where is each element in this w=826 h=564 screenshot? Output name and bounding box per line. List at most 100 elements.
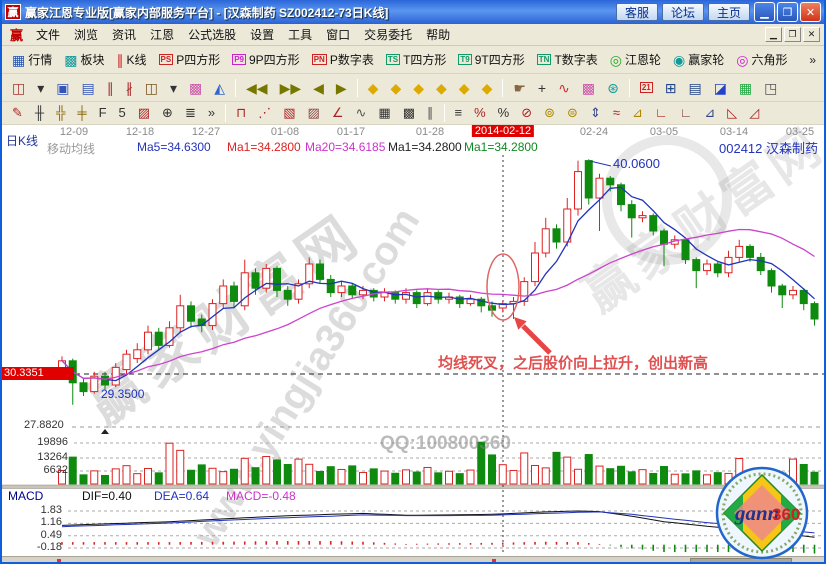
titlebar-button-3[interactable]: 主页 <box>707 3 750 21</box>
first-screen-button[interactable]: ◀◀ <box>241 78 273 98</box>
menu-item[interactable]: 江恩 <box>150 28 175 42</box>
crosshair-button[interactable]: + <box>533 78 551 98</box>
seal-button[interactable]: ▩ <box>184 78 207 98</box>
titlebar-button-2[interactable]: 论坛 <box>661 3 704 21</box>
save-button[interactable]: ◪ <box>709 78 732 98</box>
kline-button[interactable]: ∥ K线 <box>112 48 152 71</box>
stamp-button[interactable]: ▩ <box>577 78 600 98</box>
wave-band-tool[interactable]: ≈ <box>608 103 625 123</box>
percent-line-tool[interactable]: ⊘ <box>516 103 537 123</box>
p-square-button[interactable]: PS P四方形 <box>154 48 226 71</box>
expand-v-button[interactable]: ◆ <box>454 78 475 98</box>
bars3-button[interactable]: ∥ <box>102 78 119 98</box>
compress-h-button[interactable]: ◆ <box>431 78 452 98</box>
width-dropdown[interactable]: ▾ <box>165 78 182 98</box>
menu-item[interactable]: 公式选股 <box>188 28 237 42</box>
gold-line-tool[interactable]: ⊜ <box>562 103 583 123</box>
menu-item[interactable]: 交易委托 <box>364 28 413 42</box>
gann-wheel-button[interactable]: ◎ 江恩轮 <box>605 48 666 71</box>
candle-width-button[interactable]: ◫ <box>140 78 163 98</box>
last-screen-button[interactable]: ▶▶ <box>275 78 307 98</box>
screen-button[interactable]: ◳ <box>759 78 782 98</box>
percent-tool[interactable]: % <box>493 103 515 123</box>
menu-item[interactable]: 工具 <box>288 28 313 42</box>
quotes-button[interactable]: ▦ 行情 <box>7 48 57 71</box>
window-layout-button[interactable]: ▣ <box>51 78 74 98</box>
next-bar-button[interactable]: ▶ <box>331 78 352 98</box>
f-grid-tool[interactable]: F <box>94 103 112 123</box>
calculator-button[interactable]: ⊞ <box>660 78 682 98</box>
gold-circle-tool[interactable]: ⊚ <box>539 103 560 123</box>
angle-tool[interactable]: ∠ <box>327 103 349 123</box>
report-button[interactable]: ▤ <box>683 78 706 98</box>
price-ruler-tool[interactable]: ≡ <box>450 103 468 123</box>
close-button[interactable]: ✕ <box>800 2 821 22</box>
calendar-button[interactable]: 21 <box>635 79 658 96</box>
maximize-button[interactable]: ❐ <box>777 2 798 22</box>
knot-button[interactable]: ⊛ <box>602 78 624 98</box>
zoom-out-button[interactable]: ◆ <box>363 78 384 98</box>
p-table-button[interactable]: PN P数字表 <box>307 48 379 71</box>
wave-tool[interactable]: ∿ <box>351 103 372 123</box>
si-line-tool[interactable]: ◿ <box>744 103 764 123</box>
zoom-in-button[interactable]: ◆ <box>385 78 406 98</box>
expand-h-button[interactable]: ◆ <box>408 78 429 98</box>
t-table-button[interactable]: TN T数字表 <box>532 48 603 71</box>
ninet-square-button[interactable]: T9 9T四方形 <box>453 48 529 71</box>
chart-export-button[interactable]: ▦ <box>734 78 757 98</box>
grid-dense-tool[interactable]: ▩ <box>398 103 420 123</box>
gann-fan-tool[interactable]: ⋰ <box>253 103 276 123</box>
five-grid-tool[interactable]: 5 <box>114 103 131 123</box>
percent-retrace-tool[interactable]: % <box>469 103 491 123</box>
slash-tool[interactable]: ∥ <box>422 103 439 123</box>
gann-box2-tool[interactable]: ▨ <box>303 103 325 123</box>
gold-grid2-tool[interactable]: ╪ <box>72 103 91 123</box>
mdi-restore-button[interactable]: ❐ <box>784 27 801 42</box>
toolbar-overflow-chevron[interactable]: » <box>809 52 816 67</box>
menu-item[interactable]: 浏览 <box>74 28 99 42</box>
grid-tool[interactable]: ╫ <box>30 103 49 123</box>
winner-wheel-button[interactable]: ◉ 赢家轮 <box>668 48 729 71</box>
bars9-button[interactable]: ∦ <box>121 78 138 98</box>
prev-bar-button[interactable]: ◀ <box>308 78 329 98</box>
polyline-button[interactable]: ∿ <box>553 78 575 98</box>
ninep-square-button[interactable]: P9 9P四方形 <box>227 48 304 71</box>
more-tools[interactable]: » <box>203 103 220 123</box>
sectors-button[interactable]: ▩ 板块 <box>59 48 109 71</box>
chart-scrollbar[interactable] <box>2 556 824 562</box>
menu-item[interactable]: 窗口 <box>326 28 351 42</box>
drag-hand-button[interactable]: ☛ <box>508 78 531 98</box>
scrollbar-thumb[interactable] <box>690 558 792 562</box>
menu-item[interactable]: 帮助 <box>426 28 451 42</box>
zhuang-line-tool[interactable]: ◺ <box>722 103 742 123</box>
mdi-minimize-button[interactable]: ▁ <box>765 27 782 42</box>
compress-v-button[interactable]: ◆ <box>477 78 498 98</box>
f-line-tool[interactable]: ∟ <box>675 103 698 123</box>
gann-box-tool[interactable]: ▧ <box>278 103 300 123</box>
gold-angle-tool[interactable]: ⊿ <box>627 103 648 123</box>
gold-vertical-tool[interactable]: ⇕ <box>585 103 606 123</box>
gold-grid-tool[interactable]: ╬ <box>51 103 70 123</box>
quote-list-button[interactable]: ▤ <box>77 78 100 98</box>
brush-tool[interactable]: ✎ <box>7 103 28 123</box>
grid-black-tool[interactable]: ▦ <box>373 103 395 123</box>
titlebar-button-1[interactable]: 客服 <box>615 3 658 21</box>
style-dropdown[interactable]: ▾ <box>32 78 49 98</box>
circle-grid-tool[interactable]: ⊕ <box>157 103 178 123</box>
line-grid-tool[interactable]: ≣ <box>180 103 201 123</box>
gann-marker-tool[interactable]: ⊓ <box>231 103 251 123</box>
menu-item[interactable]: 资讯 <box>112 28 137 42</box>
menu-item[interactable]: 文件 <box>36 28 61 42</box>
kline-style-button[interactable]: ◫ <box>7 78 30 98</box>
kline-chart[interactable] <box>2 125 824 556</box>
seal-tool[interactable]: ▨ <box>133 103 155 123</box>
t-square-button[interactable]: TS T四方形 <box>381 48 452 71</box>
hexagon-button[interactable]: ◎ 六角形 <box>731 48 792 71</box>
step-line-tool[interactable]: ⊿ <box>699 103 720 123</box>
minimize-button[interactable]: ▁ <box>754 2 775 22</box>
j-line-tool[interactable]: ∟ <box>650 103 673 123</box>
mdi-close-button[interactable]: ✕ <box>803 27 820 42</box>
chart-canvas[interactable]: 赢家财富网 赢家财富网 www.yingjia360.com 日K线 00241… <box>2 125 824 562</box>
menu-item[interactable]: 设置 <box>250 28 275 42</box>
flag-button[interactable]: ◭ <box>209 78 230 98</box>
